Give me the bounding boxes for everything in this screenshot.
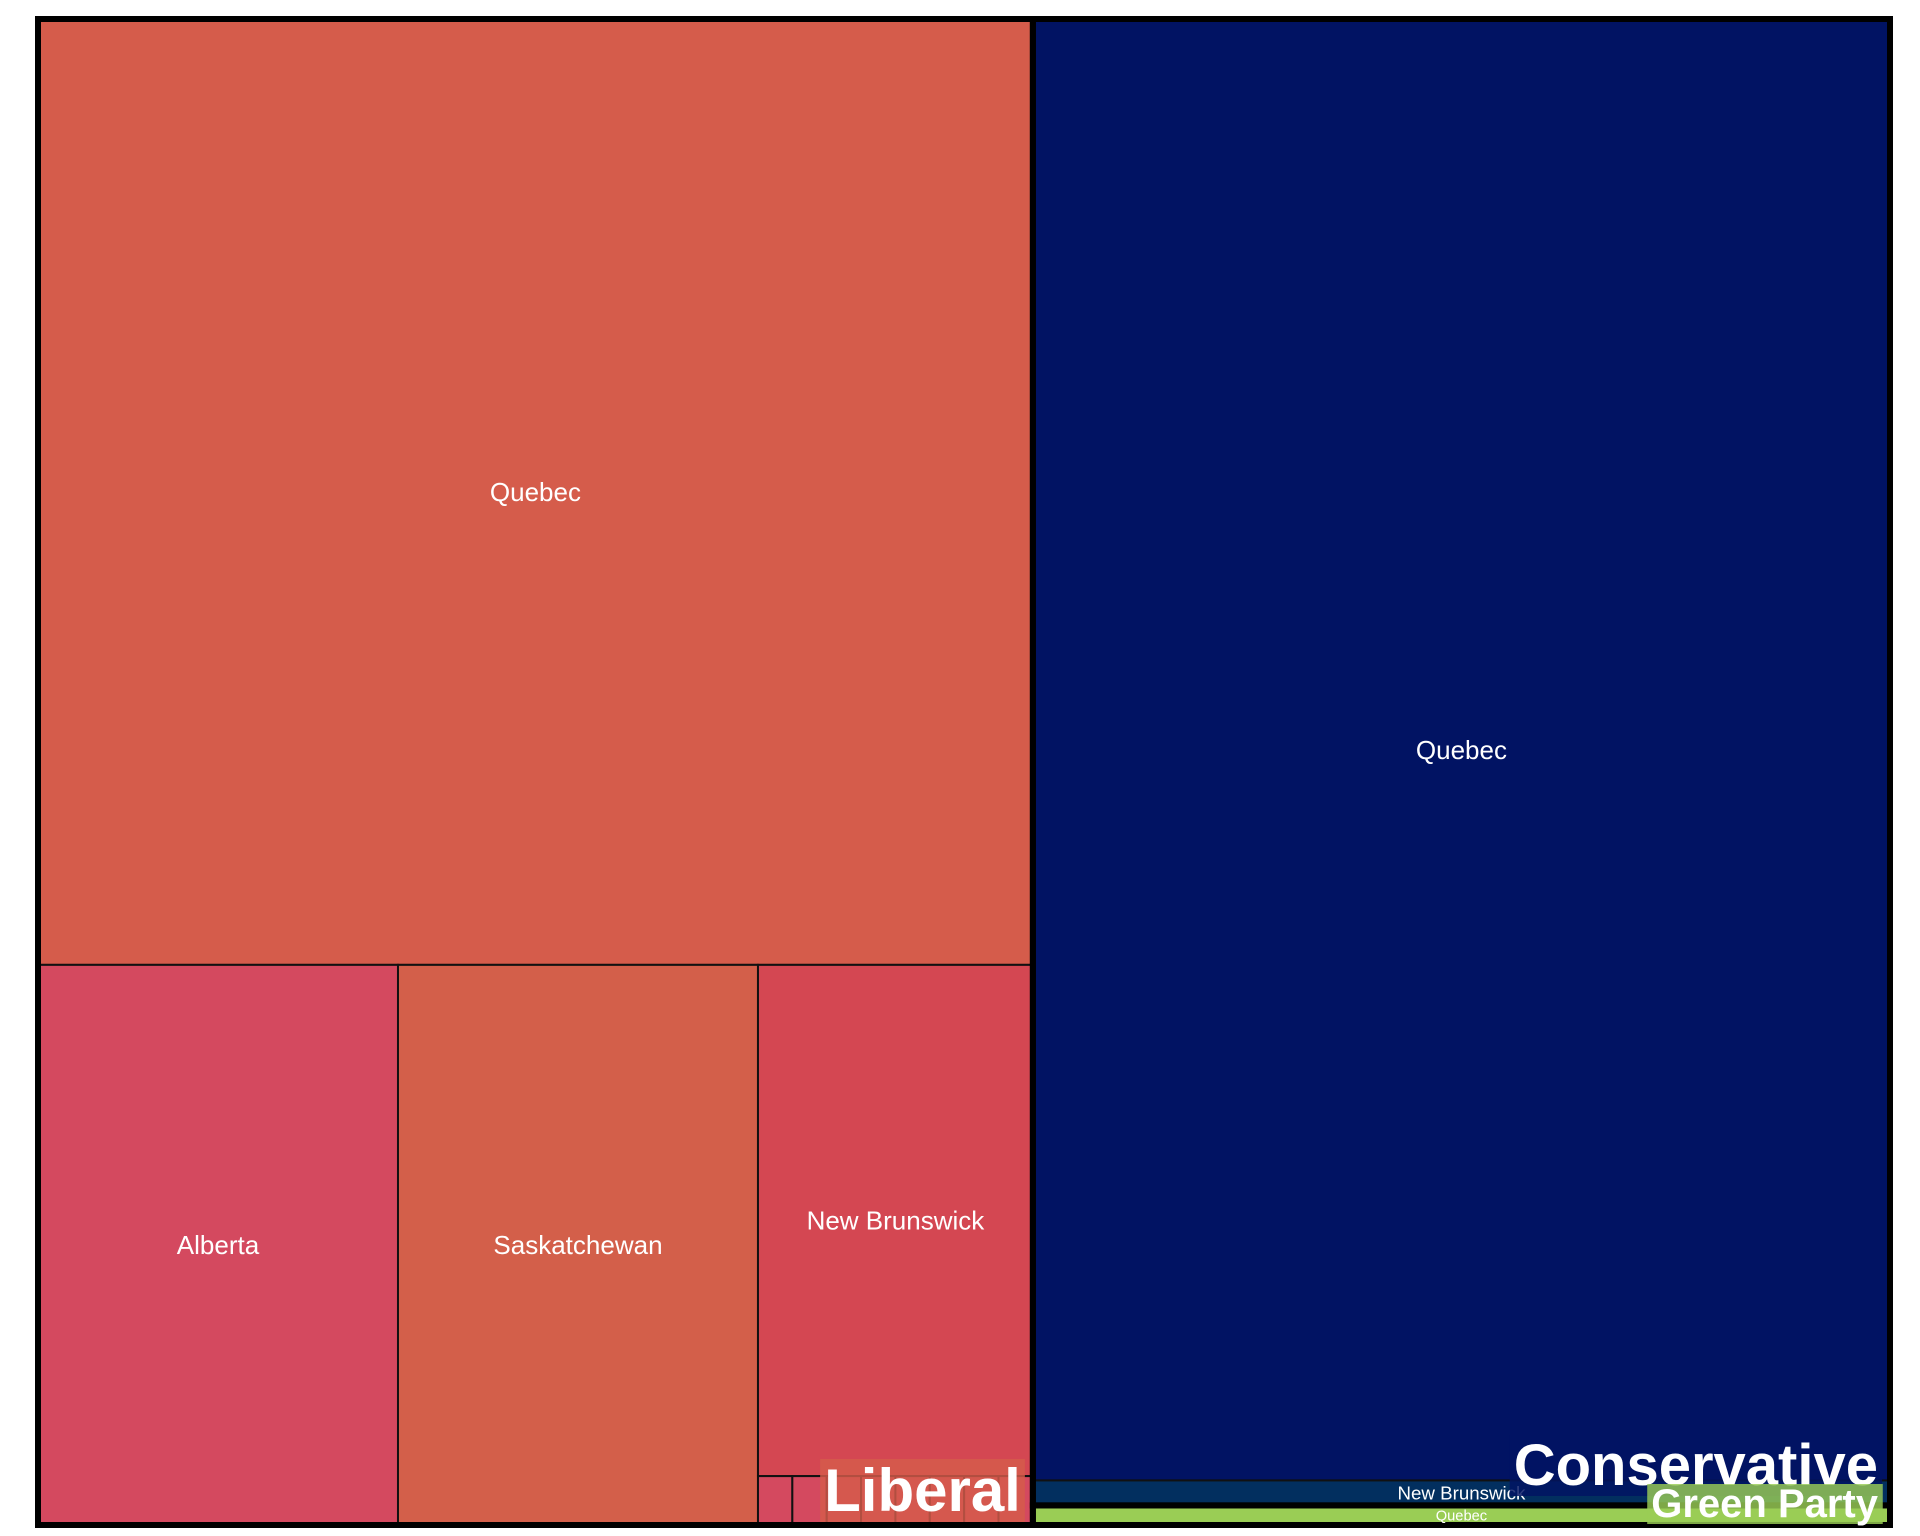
tile-label-green-party-0: Quebec <box>1436 1508 1487 1524</box>
tile-liberal-0 <box>37 18 1034 966</box>
tiles-layer <box>37 18 1892 1527</box>
tile-liberal-4 <box>756 1475 794 1527</box>
tile-label-conservative-0: Quebec <box>1416 735 1507 765</box>
tile-label-liberal-3: New Brunswick <box>807 1206 986 1236</box>
tile-label-liberal-2: Saskatchewan <box>493 1230 662 1260</box>
group-label-liberal: Liberal <box>824 1457 1021 1524</box>
tile-label-liberal-0: Quebec <box>490 477 581 507</box>
tile-liberal-1 <box>37 963 399 1526</box>
tile-conservative-0 <box>1031 18 1892 1482</box>
tile-label-conservative-1: New Brunswick <box>1398 1482 1526 1503</box>
tile-label-liberal-1: Alberta <box>177 1230 260 1260</box>
tile-liberal-3 <box>756 963 1034 1478</box>
group-label-bg-liberal <box>820 1459 1025 1522</box>
tile-liberal-2 <box>396 963 759 1526</box>
group-borders <box>35 16 1894 1528</box>
group-label-green-party: Green Party <box>1651 1482 1879 1526</box>
group-label-bg-green-party <box>1647 1484 1883 1524</box>
labels-layer: Quebec Alberta Saskatchewan New Brunswick Qu… <box>177 477 1883 1526</box>
group-border-green-party <box>1029 1502 1894 1528</box>
